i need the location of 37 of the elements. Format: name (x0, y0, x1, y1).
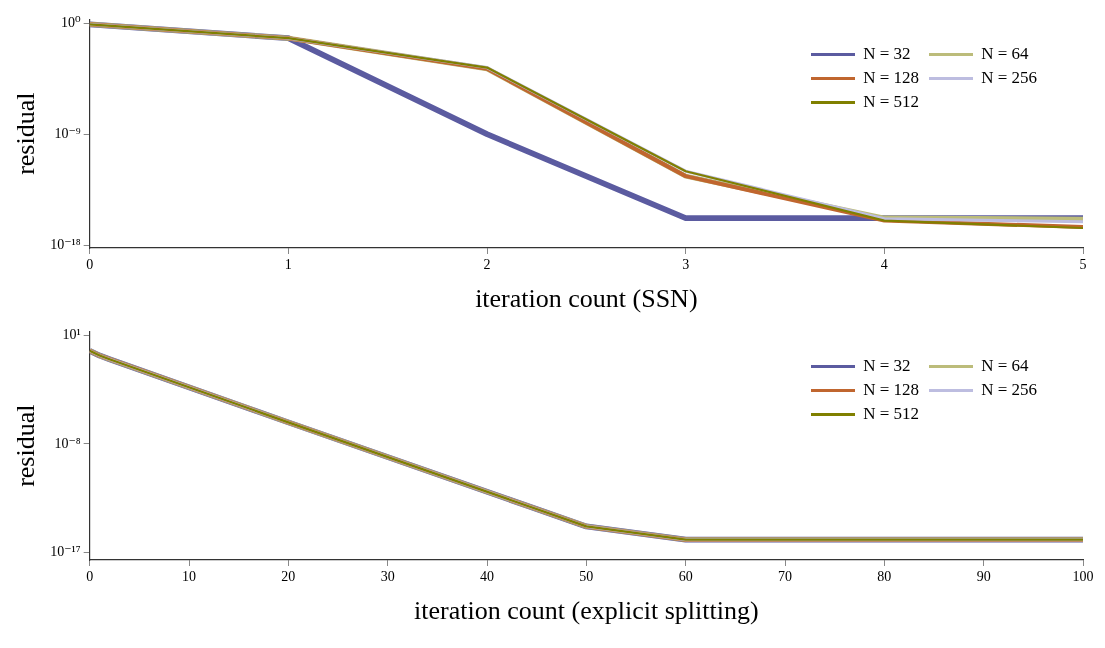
legend-label: N = 64 (981, 44, 1029, 64)
y-axis-title: residual (11, 404, 41, 487)
x-tick-label: 3 (682, 257, 690, 273)
x-tick-label: 80 (877, 569, 892, 585)
x-tick-label: 90 (976, 569, 991, 585)
legend-label: N = 32 (863, 44, 911, 64)
y-tick-label: 10⁻¹⁷ (50, 544, 81, 560)
y-tick-label: 10⁰ (61, 14, 82, 30)
x-tick-label: 30 (380, 569, 395, 585)
legend-label: N = 128 (863, 68, 920, 88)
legend-label: N = 256 (981, 68, 1037, 88)
y-tick-label: 10⁻¹⁸ (50, 236, 81, 252)
x-tick-label: 50 (579, 569, 594, 585)
x-tick-label: 1 (284, 257, 292, 273)
legend-label: N = 64 (981, 356, 1029, 376)
x-tick-label: 70 (778, 569, 792, 585)
x-axis-title: iteration count (explicit splitting) (414, 596, 759, 626)
legend-label: N = 256 (981, 380, 1037, 400)
legend-label: N = 512 (863, 404, 920, 424)
y-axis-title: residual (11, 92, 41, 175)
x-tick-label: 20 (281, 569, 296, 585)
x-tick-label: 4 (880, 257, 888, 273)
legend-label: N = 32 (863, 356, 911, 376)
legend-label: N = 128 (863, 380, 920, 400)
x-tick-label: 100 (1072, 569, 1094, 585)
x-tick-label: 60 (678, 569, 693, 585)
x-tick-label: 0 (86, 569, 94, 585)
x-tick-label: 10 (182, 569, 196, 585)
legend-label: N = 512 (863, 92, 920, 112)
x-tick-label: 5 (1079, 257, 1087, 273)
x-tick-label: 40 (480, 569, 494, 585)
y-tick-label: 10¹ (62, 326, 81, 342)
x-tick-label: 0 (86, 257, 94, 273)
x-tick-label: 2 (483, 257, 491, 273)
y-tick-label: 10⁻⁸ (54, 435, 81, 451)
x-axis-title: iteration count (SSN) (475, 284, 698, 314)
y-tick-label: 10⁻⁹ (54, 125, 81, 141)
